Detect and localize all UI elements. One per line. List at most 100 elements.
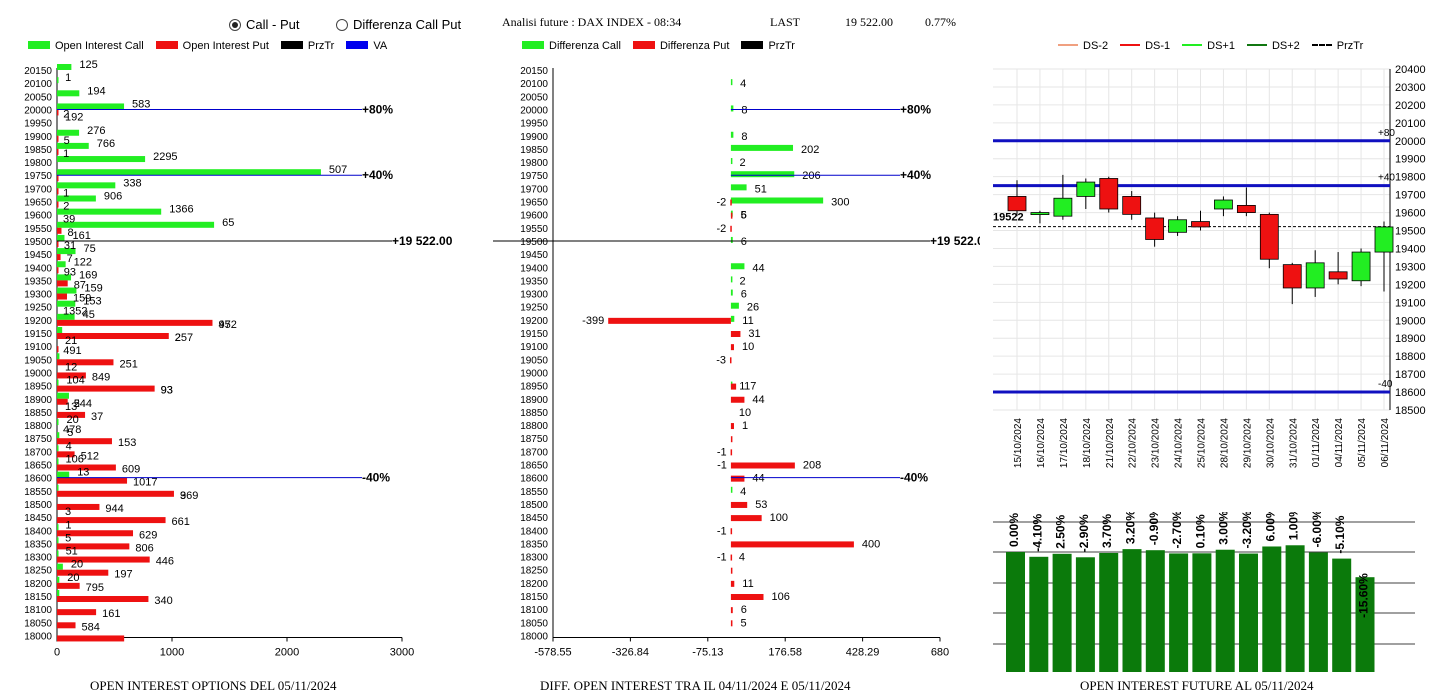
call-bar [57,195,96,202]
x-tick-label: 680 [931,646,949,658]
future-oi-bar [1169,553,1189,672]
strike-tick-label: 20050 [520,92,548,103]
diff-put-bar [730,436,733,443]
call-bar [57,248,76,255]
diff-value-label: 8 [741,104,747,116]
call-value-label: 5 [65,532,71,544]
diff-call-bar [730,486,733,493]
reference-line-label: +80% [900,102,931,116]
put-bar [57,148,59,155]
put-value-label: 446 [156,556,174,568]
strike-tick-label: 19300 [24,290,52,301]
call-bar [57,537,59,544]
y-tick-label: 20400 [1395,64,1426,76]
radio-selected-icon [229,19,241,31]
put-bar [57,596,149,602]
call-value-label: 12 [65,361,77,373]
last-pct: 0.77% [925,15,956,29]
future-oi-label: 3.00% [1217,512,1231,545]
future-oi-label: -2.90% [1077,514,1091,552]
future-oi-bar [1006,552,1025,672]
call-bar [57,300,76,307]
diff-put-bar [730,344,734,351]
strike-tick-label: 18950 [24,382,52,393]
future-oi-bar [1239,553,1258,672]
legend-swatch [1058,44,1078,46]
strike-tick-label: 18500 [24,500,52,511]
put-value-label: 93 [64,266,76,278]
put-bar [57,477,128,484]
future-oi-bar [1285,545,1305,672]
diff-put-bar [730,225,732,232]
strike-tick-label: 19400 [24,263,52,274]
strike-tick-label: 19200 [24,316,52,327]
call-bar [57,327,63,333]
call-bar [57,458,59,465]
date-tick-label: 30/10/2024 [1265,418,1276,468]
diff-call-bar [730,197,824,204]
diff-value-label: 6 [741,289,747,301]
diff-value-label: 6 [741,236,747,248]
future-oi-bar [1052,553,1072,672]
put-bar [57,398,68,405]
strike-tick-label: 18700 [24,447,52,458]
level-line-label: +80 [1378,128,1395,139]
legend-item: VA [346,40,387,52]
oi-diff-chart: 20150 20100 20050 20000 19950 19900 19850 19800… [493,66,980,658]
strike-tick-label: 19350 [24,276,52,287]
future-oi-bar [1355,577,1375,672]
call-bar [57,590,60,596]
put-value-label: 478 [63,424,81,436]
diff-value-label: 51 [755,183,767,195]
diff-value-label: 8 [741,131,747,143]
strike-tick-label: 18750 [24,434,52,445]
strike-tick-label: 18250 [520,566,548,577]
diff-value-label: 6 [741,604,747,616]
diff-value-label: 44 [752,394,764,406]
strike-tick-label: 19750 [24,171,52,182]
radio-call-put[interactable]: Call - Put [229,17,299,32]
candle-body [1305,262,1325,289]
call-bar [57,419,59,426]
call-value-label: 51 [66,546,78,558]
radio-differenza[interactable]: Differenza Call Put [336,17,461,32]
strike-tick-label: 19700 [24,184,52,195]
call-value-label: 507 [329,164,347,176]
legend-label: DS+1 [1207,40,1235,52]
legend-swatch [1246,44,1267,46]
strike-tick-label: 18850 [24,408,52,419]
call-bar [57,563,63,570]
y-tick-label: 20000 [1395,136,1426,148]
put-bar [57,201,59,208]
candle-body [1282,264,1302,289]
diff-value-label: 11 [742,578,753,590]
put-value-label: 93 [161,385,173,397]
strike-tick-label: 20100 [520,79,548,90]
strike-tick-label: 19550 [24,224,52,235]
legend-swatch [1311,44,1332,46]
put-value-label: 251 [119,358,137,370]
strike-tick-label: 19150 [520,329,548,340]
strike-tick-label: 18100 [520,605,548,616]
strike-tick-label: 18700 [520,447,548,458]
strike-tick-label: 19900 [24,132,52,143]
strike-tick-label: 19100 [24,342,52,353]
put-value-label: 944 [105,503,123,515]
put-bar [57,530,134,537]
put-bar [57,635,125,642]
put-value-label: 31 [64,240,76,252]
strike-tick-label: 19000 [24,368,52,379]
put-bar [57,175,59,182]
call-bar [57,182,116,189]
legend-item: PrzTr [741,40,795,52]
put-bar [57,254,61,261]
future-oi-label: 3.70% [1100,514,1114,548]
strike-tick-label: 19050 [520,355,548,366]
put-value-label: 806 [135,542,153,554]
future-oi-label: -3.20% [1240,512,1254,549]
strike-tick-label: 19800 [24,158,52,169]
diff-value-label: 5 [740,210,746,222]
diff-put-bar [730,423,734,430]
strike-tick-label: 18050 [24,618,52,629]
future-oi-label: 0.00% [1007,513,1021,547]
